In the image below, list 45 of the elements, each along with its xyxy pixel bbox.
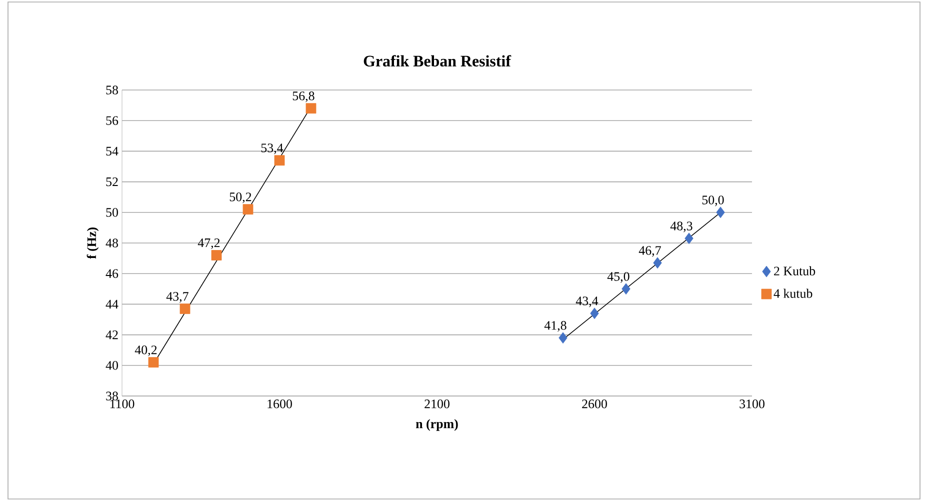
x-tick-label: 1600 bbox=[268, 400, 292, 408]
point bbox=[211, 250, 222, 260]
data-label: 56,8 bbox=[292, 92, 314, 102]
data-label: 53,4 bbox=[261, 144, 284, 154]
legend-label: 2 Kutub bbox=[774, 266, 816, 276]
y-tick-label: 54 bbox=[106, 146, 118, 156]
y-tick-label: 42 bbox=[106, 330, 118, 340]
point bbox=[180, 304, 190, 314]
chart-title: Grafik Beban Resistif bbox=[364, 55, 512, 66]
point bbox=[558, 332, 568, 344]
data-label: 40,2 bbox=[134, 346, 157, 356]
point bbox=[716, 206, 725, 218]
x-tick-label: 2600 bbox=[582, 400, 607, 408]
x-tick-label: 3100 bbox=[740, 400, 764, 408]
y-tick-label: 44 bbox=[106, 300, 118, 308]
y-tick-label: 38 bbox=[106, 392, 118, 400]
point bbox=[274, 155, 285, 166]
point bbox=[148, 357, 159, 368]
data-label: 46,7 bbox=[638, 246, 661, 257]
y-tick-label: 50 bbox=[106, 208, 118, 217]
data-label: 47,2 bbox=[198, 238, 220, 250]
x-tick-label: 1100 bbox=[110, 400, 134, 408]
point bbox=[684, 232, 694, 244]
point bbox=[622, 283, 630, 295]
data-label: 43,4 bbox=[576, 296, 598, 308]
data-label: 50,2 bbox=[230, 192, 252, 204]
y-tick-label: 40 bbox=[106, 361, 118, 370]
data-label: 41,8 bbox=[544, 321, 566, 332]
data-label: 50,0 bbox=[702, 196, 724, 206]
data-label: 43,7 bbox=[166, 292, 188, 303]
x-axis-title: n (rpm) bbox=[416, 419, 458, 431]
y-tick-label: 48 bbox=[106, 238, 118, 248]
y-tick-label: 46 bbox=[106, 269, 118, 278]
y-tick-label: 56 bbox=[106, 116, 118, 125]
y-axis-title: f (Hz) bbox=[86, 228, 99, 259]
y-tick-label: 52 bbox=[106, 177, 118, 186]
y-tick-label: 58 bbox=[106, 86, 118, 94]
point bbox=[590, 308, 599, 320]
data-label: 48,3 bbox=[670, 222, 692, 232]
data-label: 45,0 bbox=[607, 272, 630, 283]
x-tick-label: 2100 bbox=[424, 400, 450, 408]
point bbox=[306, 103, 316, 114]
legend-label: 4 kutub bbox=[774, 288, 812, 298]
point bbox=[653, 257, 662, 269]
point bbox=[242, 204, 254, 215]
